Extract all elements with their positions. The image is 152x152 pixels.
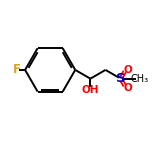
Text: O: O [123, 65, 132, 75]
Text: O: O [123, 83, 132, 93]
Text: CH₃: CH₃ [131, 74, 149, 84]
Text: OH: OH [82, 85, 99, 95]
Text: S: S [116, 72, 125, 85]
Text: F: F [12, 63, 20, 76]
